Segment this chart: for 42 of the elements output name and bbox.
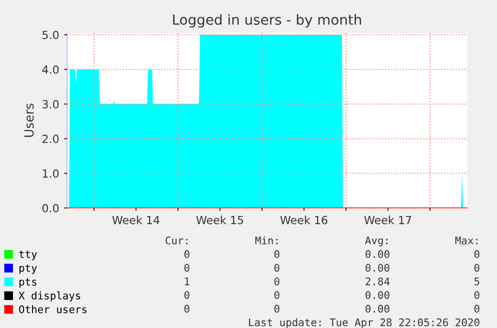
text: 0 xyxy=(184,250,190,258)
x-tick-label: Week 16 xyxy=(280,216,328,224)
legend-label: pty xyxy=(19,264,37,274)
text: Min: xyxy=(255,236,278,244)
y-tick-label: 4.0 xyxy=(42,65,59,74)
x-tick-label: Week 14 xyxy=(112,216,160,224)
text: 0 xyxy=(184,264,190,272)
text: 0 xyxy=(184,304,190,313)
text: 0.00 xyxy=(366,304,390,313)
text: 2.84 xyxy=(366,277,390,286)
x-tick-label: Week 15 xyxy=(196,216,244,224)
text: 5 xyxy=(474,278,480,286)
text: 1 xyxy=(184,278,190,286)
legend-label: Other users xyxy=(19,305,86,314)
text: 0 xyxy=(274,250,280,258)
text: 0 xyxy=(474,291,480,299)
text: 0.00 xyxy=(366,291,390,299)
y-tick-label: 5.0 xyxy=(42,30,59,40)
y-tick-label: 0.0 xyxy=(42,204,59,212)
text: 0 xyxy=(474,304,480,313)
text: 0 xyxy=(274,277,280,286)
chart-title: Logged in users - by month xyxy=(173,14,362,28)
text: Max: xyxy=(455,236,478,244)
text: Avg: xyxy=(365,236,388,246)
text: Cur: xyxy=(166,236,188,244)
text: 0 xyxy=(474,250,480,258)
text: 0 xyxy=(274,264,280,272)
legend-label: X displays xyxy=(18,291,80,302)
y-tick-label: 3.0 xyxy=(42,100,59,108)
x-tick-label: Week 17 xyxy=(364,216,412,224)
y-tick-label: 1.0 xyxy=(42,169,59,178)
y-axis-title: Users xyxy=(24,104,34,137)
text: 0.00 xyxy=(366,264,390,272)
text: 0 xyxy=(184,291,190,299)
text: 0.00 xyxy=(366,250,390,258)
text: 0 xyxy=(274,304,280,313)
text: 0 xyxy=(274,291,280,299)
text: Last update: Tue Apr 28 22:05:26 2020 xyxy=(249,318,480,328)
y-tick-label: 2.0 xyxy=(42,134,59,144)
legend-label: pts xyxy=(19,278,36,288)
text: 0 xyxy=(474,264,480,272)
legend-label: tty xyxy=(19,250,37,260)
